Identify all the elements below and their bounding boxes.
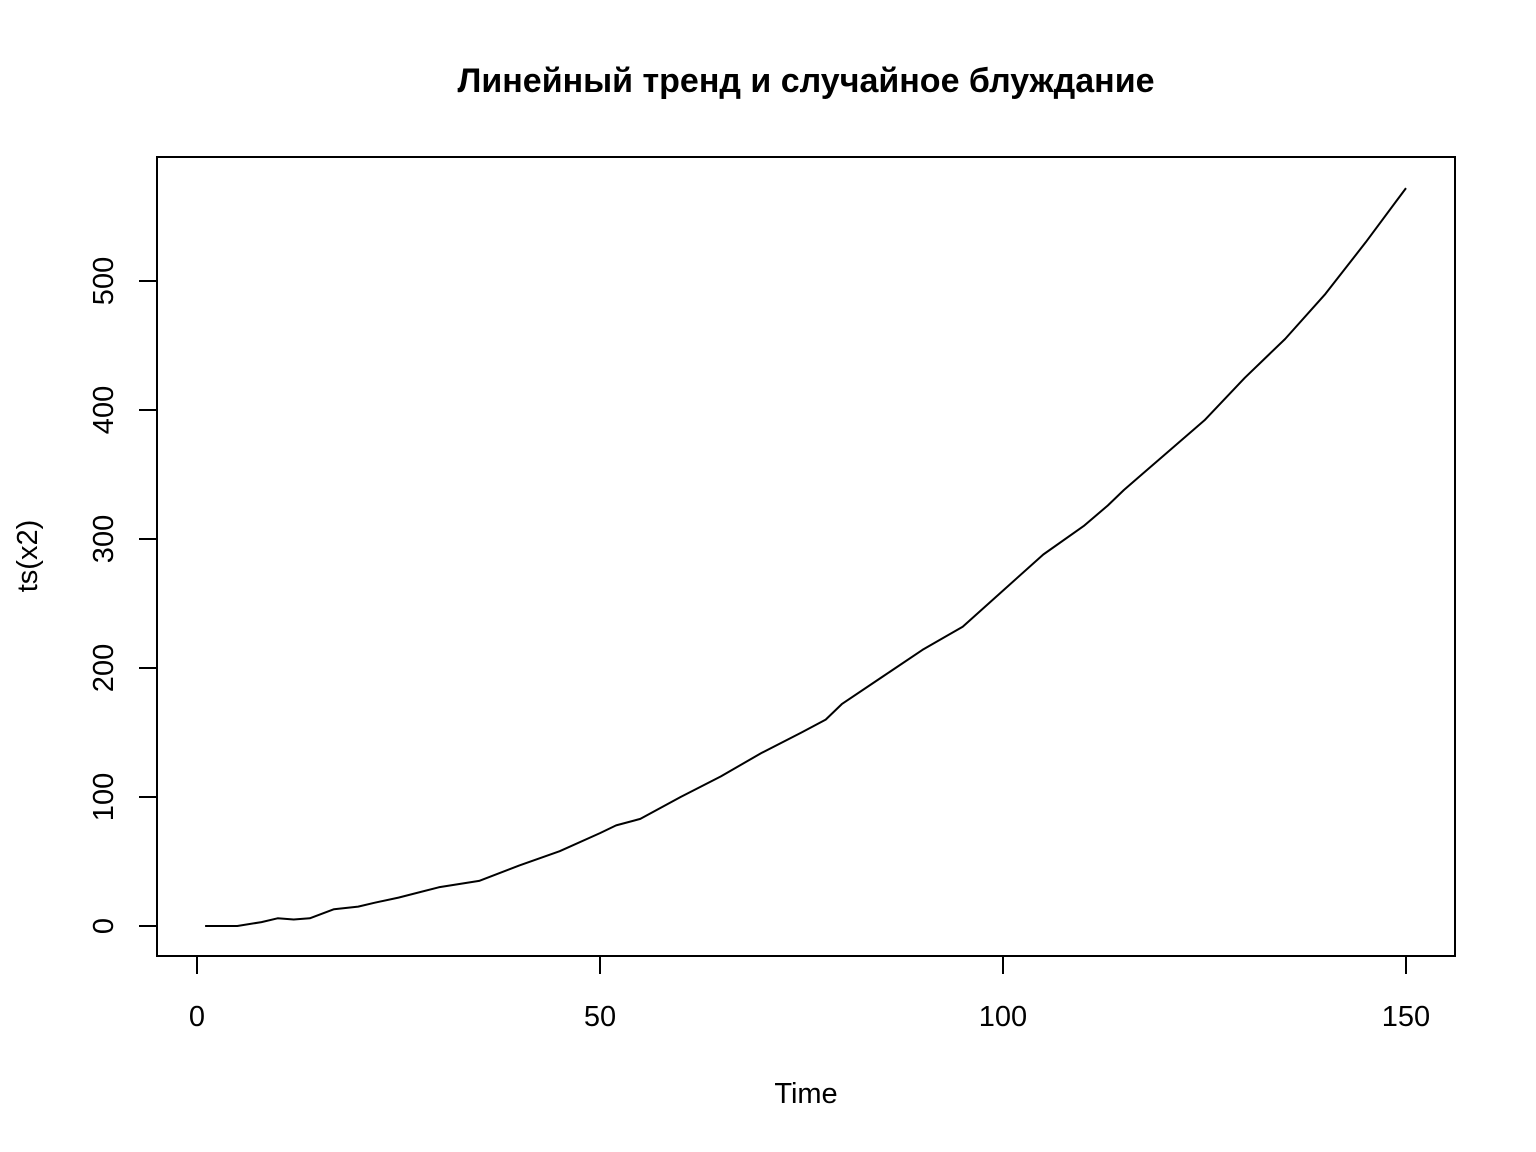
plot-frame — [156, 156, 1456, 957]
x-tick-label: 0 — [189, 1001, 205, 1033]
x-axis: 0 50 100 150 — [189, 955, 1430, 1033]
y-tick-label: 100 — [88, 773, 120, 821]
y-axis: 0 100 200 300 400 500 — [88, 257, 158, 934]
y-tick-label: 0 — [88, 918, 120, 934]
y-tick-label: 500 — [88, 257, 120, 305]
x-tick-label: 50 — [584, 1001, 616, 1033]
x-tick-label: 150 — [1382, 1001, 1430, 1033]
x-tick-label: 100 — [979, 1001, 1027, 1033]
x-axis-label: Time — [774, 1078, 837, 1110]
y-tick-label: 400 — [88, 386, 120, 434]
y-tick-label: 300 — [88, 515, 120, 563]
y-axis-label: ts(x2) — [12, 520, 44, 593]
chart-title: Линейный тренд и случайное блуждание — [457, 62, 1154, 100]
series-line-ts-x2 — [205, 187, 1407, 927]
y-tick-label: 200 — [88, 644, 120, 692]
